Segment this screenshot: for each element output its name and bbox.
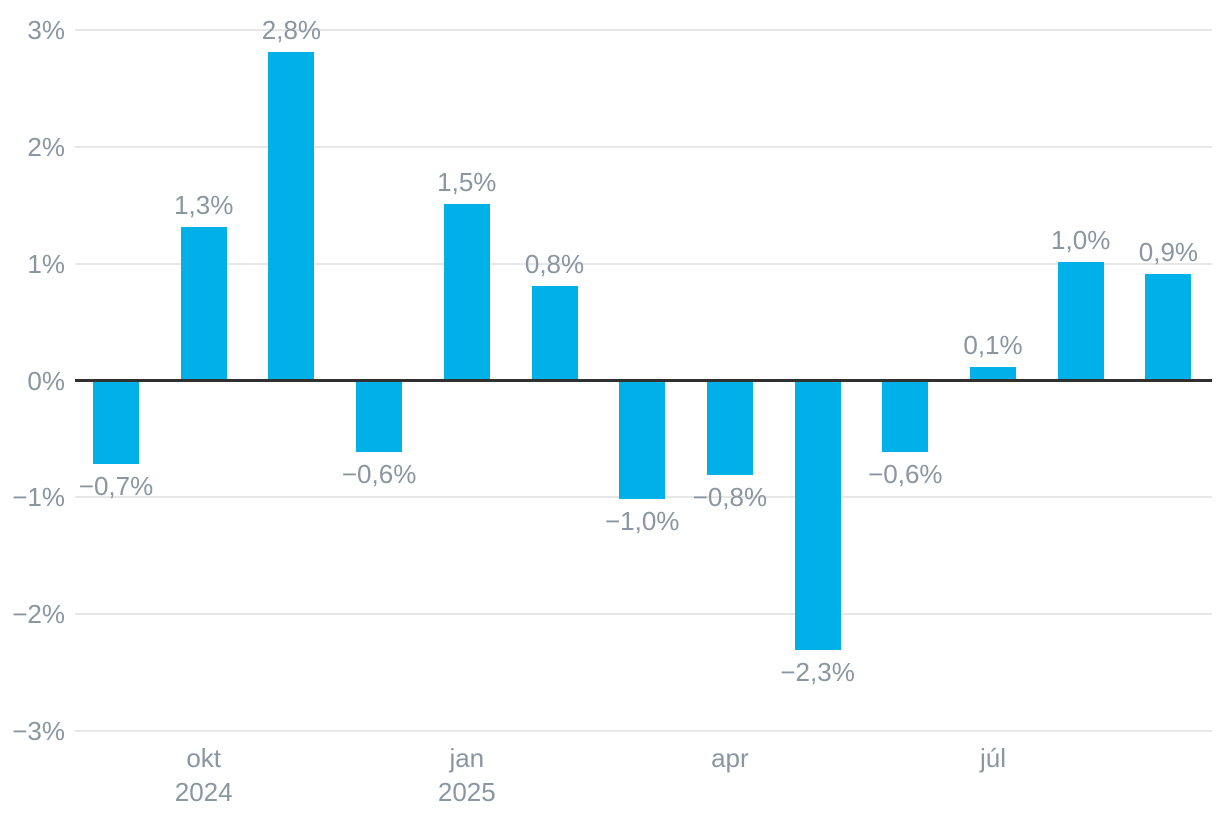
- x-axis-tick-label: júl: [980, 741, 1006, 775]
- bar-0[interactable]: [93, 382, 139, 464]
- bar-4[interactable]: [443, 203, 490, 379]
- x-axis-tick-label: apr: [711, 741, 749, 775]
- gridline: [75, 262, 1212, 265]
- x-axis-tick-line: júl: [979, 743, 1007, 773]
- y-axis-tick-label: 3%: [27, 15, 65, 46]
- bar-value-label: 1,5%: [437, 166, 497, 197]
- bar-value-label: −0,7%: [78, 470, 154, 501]
- bar-value-label: −0,6%: [341, 459, 417, 490]
- bar-12[interactable]: [1145, 273, 1192, 379]
- bar-value-label: −0,6%: [868, 459, 943, 490]
- gridline: [75, 146, 1212, 149]
- bar-10[interactable]: [970, 367, 1016, 379]
- x-axis-tick-line: apr: [711, 743, 749, 773]
- bar-3[interactable]: [356, 382, 403, 453]
- bar-7[interactable]: [706, 382, 753, 476]
- y-axis-tick-label: 0%: [27, 365, 65, 396]
- bar-value-label: −2,3%: [780, 657, 855, 688]
- x-axis-tick-line: okt: [186, 743, 222, 773]
- x-axis-tick-line: 2025: [437, 777, 496, 807]
- bar-value-label: 1,0%: [1051, 225, 1111, 256]
- bar-11[interactable]: [1057, 262, 1104, 379]
- bar-2[interactable]: [268, 52, 315, 379]
- bar-value-label: 1,3%: [174, 190, 234, 221]
- bar-1[interactable]: [180, 227, 227, 379]
- x-axis-tick-label: okt 2024: [175, 741, 233, 809]
- bar-6[interactable]: [619, 382, 666, 499]
- bar-value-label: 0,9%: [1138, 236, 1199, 267]
- gridline: [75, 612, 1212, 615]
- x-axis-tick-line: jan: [449, 743, 485, 773]
- bar-value-label: 0,8%: [524, 248, 585, 279]
- y-axis-tick-label: −2%: [12, 598, 65, 629]
- gridline: [75, 729, 1212, 732]
- y-axis-tick-label: −3%: [12, 715, 65, 746]
- bar-value-label: 0,1%: [963, 330, 1023, 361]
- y-axis-tick-label: −1%: [12, 482, 65, 513]
- bar-value-label: −0,8%: [692, 482, 768, 513]
- x-axis-tick-line: 2024: [174, 777, 233, 807]
- bar-value-label: 2,8%: [261, 15, 322, 46]
- y-axis-tick-label: 1%: [27, 248, 65, 279]
- bar-value-label: −1,0%: [604, 505, 680, 536]
- bar-9[interactable]: [882, 382, 929, 453]
- bar-8[interactable]: [794, 382, 841, 651]
- gridline: [75, 29, 1212, 32]
- y-axis-tick-label: 2%: [27, 132, 65, 163]
- x-axis-tick-label: jan 2025: [438, 741, 496, 809]
- bar-5[interactable]: [531, 285, 578, 379]
- zero-axis-line: [75, 379, 1212, 382]
